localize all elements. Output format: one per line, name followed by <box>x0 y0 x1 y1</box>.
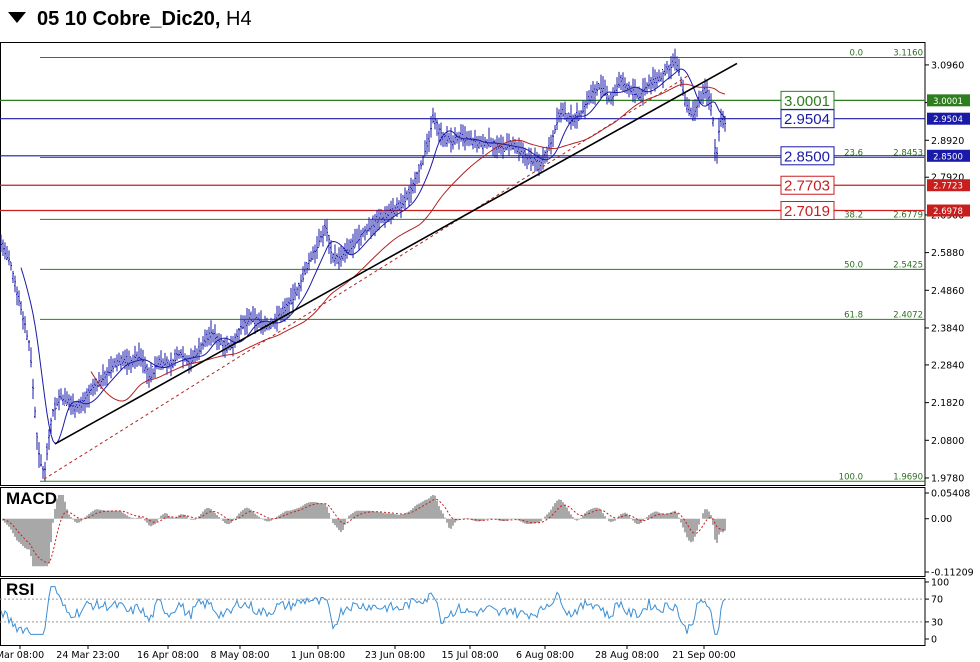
level-price-tag <box>927 112 970 125</box>
dashed-trend-line <box>43 74 691 480</box>
price-axis-label: 2.1820 <box>931 398 964 409</box>
rsi-line <box>0 586 726 635</box>
rsi-axis-label: 70 <box>931 595 943 606</box>
fib-ratio-label: 0.0 <box>849 49 863 59</box>
price-axis-label: 1.9780 <box>931 473 964 484</box>
time-axis-label: 6 Aug 08:00 <box>516 650 574 661</box>
fib-ratio-label: 50.0 <box>844 260 863 270</box>
rsi-axis-label: 0 <box>931 635 937 646</box>
price-axis-label: 2.4860 <box>931 286 964 297</box>
macd-axis-label: -0.11209 <box>931 568 974 579</box>
timeframe-label: H4 <box>226 8 252 30</box>
level-label: 2.8500 <box>784 148 830 165</box>
time-axis-label: 21 Sep 00:00 <box>672 650 735 661</box>
macd-panel-title: MACD <box>6 489 57 508</box>
chart-title: 05 10 Cobre_Dic20, H4 <box>37 8 252 30</box>
time-axis-label: 24 Mar 23:00 <box>56 650 119 661</box>
macd-panel-frame <box>0 487 926 577</box>
level-price-tag-text: 2.9504 <box>933 115 963 125</box>
ma-slow-line <box>90 83 726 402</box>
level-label: 2.7019 <box>784 203 830 220</box>
time-axis-label: 8 May 08:00 <box>210 650 269 661</box>
fib-price-label: 3.1160 <box>893 49 923 59</box>
price-axis-label: 2.0800 <box>931 436 964 447</box>
price-axis-label: 3.0960 <box>931 60 964 71</box>
fib-ratio-label: 38.2 <box>844 210 863 220</box>
time-axis-label: 23 Jun 08:00 <box>365 650 425 661</box>
macd-signal-line <box>2 498 726 564</box>
level-price-tag-text: 2.6978 <box>933 207 963 217</box>
price-axis-label: 2.7920 <box>931 173 964 184</box>
rsi-panel-title: RSI <box>6 580 34 599</box>
level-label-box <box>780 175 835 195</box>
level-price-tag <box>927 149 970 162</box>
fib-ratio-label: 23.6 <box>844 149 863 159</box>
price-axis-label: 2.8920 <box>931 136 964 147</box>
level-label: 2.9504 <box>784 111 830 128</box>
collapse-triangle-icon[interactable] <box>8 12 26 23</box>
rsi-axis-label: 30 <box>931 617 943 628</box>
level-price-tag-text: 2.8500 <box>933 152 963 162</box>
support-trendline <box>54 62 738 445</box>
price-axis-label: 2.3840 <box>931 323 964 334</box>
rsi-panel-frame <box>0 578 926 646</box>
macd-axis-label: 0.05408 <box>931 489 970 500</box>
time-axis-label: 1 Jun 08:00 <box>291 650 345 661</box>
level-price-tag-text: 3.0001 <box>933 97 963 107</box>
fib-ratio-label: 61.8 <box>844 310 863 320</box>
fib-price-label: 2.8453 <box>893 149 923 159</box>
time-axis-label: Mar 08:00 <box>0 650 44 661</box>
main-panel-frame <box>0 42 926 486</box>
level-label: 3.0001 <box>784 93 830 110</box>
macd-axis-label: 0.00 <box>931 514 952 525</box>
time-axis-label: 28 Aug 08:00 <box>595 650 659 661</box>
time-axis-label: 16 Apr 08:00 <box>137 650 199 661</box>
level-label-box <box>780 146 835 166</box>
level-price-tag-text: 2.7723 <box>933 182 963 192</box>
level-label-box <box>780 201 835 221</box>
fib-ratio-label: 100.0 <box>839 472 863 482</box>
ma-fast-line <box>20 68 726 444</box>
fib-price-label: 1.9690 <box>893 472 923 482</box>
level-label-box <box>780 109 835 129</box>
rsi-axis-label: 100 <box>931 578 949 589</box>
level-price-tag <box>927 94 970 107</box>
fib-price-label: 2.4072 <box>893 310 923 320</box>
chart-title-bar: 05 10 Cobre_Dic20, H4 <box>0 0 980 42</box>
level-price-tag <box>927 204 970 217</box>
level-label: 2.7703 <box>784 178 830 195</box>
price-axis-label: 2.5880 <box>931 248 964 259</box>
time-axis-label: 15 Jul 08:00 <box>442 650 499 661</box>
fib-price-label: 2.6779 <box>893 210 923 220</box>
symbol-name: 05 10 Cobre_Dic20 <box>37 8 215 30</box>
price-axis-label: 2.2840 <box>931 360 964 371</box>
fib-price-label: 2.5425 <box>893 260 923 270</box>
level-price-tag <box>927 179 970 192</box>
